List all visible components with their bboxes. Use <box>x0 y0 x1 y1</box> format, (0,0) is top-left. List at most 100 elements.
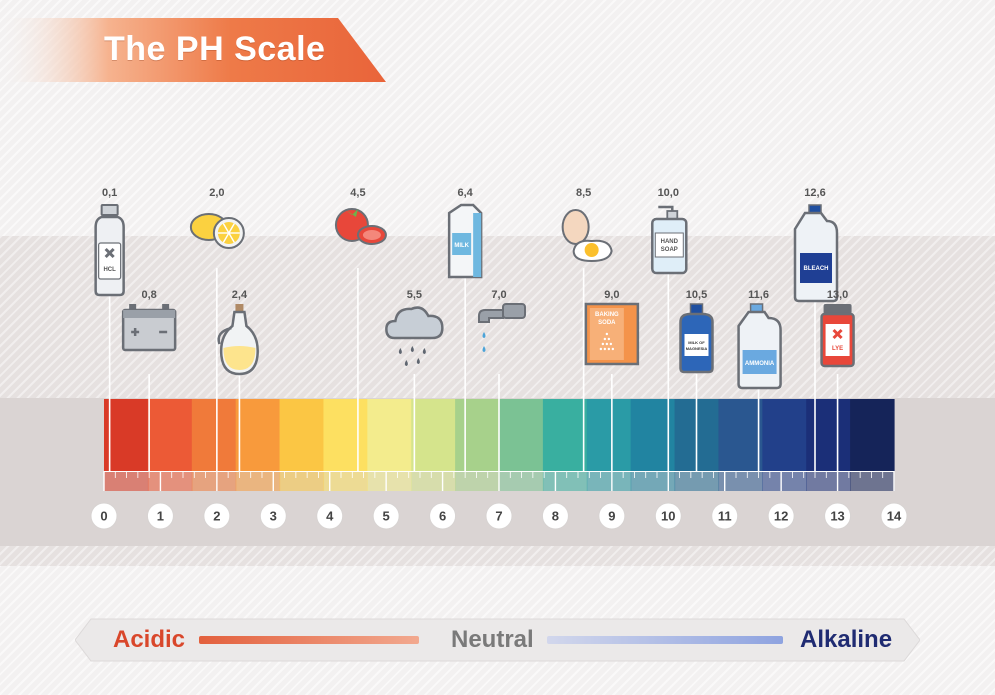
svg-text:MILK OF: MILK OF <box>688 340 705 345</box>
ruler-segment <box>455 471 500 491</box>
tick-label-8: 8 <box>541 502 569 530</box>
tomato-icon <box>334 208 387 245</box>
car-battery-icon <box>121 304 177 352</box>
bar-segment <box>411 399 456 471</box>
ruler-segment <box>411 471 456 491</box>
tick-label-5: 5 <box>372 502 400 530</box>
bar-segment <box>191 399 237 471</box>
tick-label-0: 0 <box>90 502 118 530</box>
ruler-segment <box>279 471 325 491</box>
tick-label-2: 2 <box>203 502 231 530</box>
tick-label-14: 14 <box>880 502 908 530</box>
bar-segment <box>455 399 500 471</box>
tick-label-text: 0 <box>100 509 107 524</box>
svg-text:MILK: MILK <box>454 243 469 249</box>
tick-label-7: 7 <box>485 502 513 530</box>
tick-label-text: 13 <box>830 509 844 524</box>
tick-label-4: 4 <box>316 502 344 530</box>
ph-value-label: 7,0 <box>491 289 506 301</box>
svg-text:AMMONIA: AMMONIA <box>745 361 775 367</box>
svg-text:SODA: SODA <box>598 320 616 326</box>
legend-arrow-bar <box>75 618 920 662</box>
bar-segment <box>367 399 412 471</box>
ph-value-label: 4,5 <box>350 187 365 199</box>
tick-label-text: 8 <box>552 509 559 524</box>
tick-label-text: 6 <box>439 509 446 524</box>
bar-segment <box>235 399 281 471</box>
ruler-segment <box>235 471 281 491</box>
ph-value-label: 13,0 <box>827 289 848 301</box>
tick-label-9: 9 <box>598 502 626 530</box>
vinegar-jar-icon <box>217 304 259 376</box>
svg-text:BLEACH: BLEACH <box>804 266 829 272</box>
tick-label-text: 7 <box>495 509 502 524</box>
ruler-segment <box>191 471 237 491</box>
bar-segment <box>147 399 193 471</box>
ruler-segment <box>806 471 851 491</box>
hcl-bottle-icon: HCL <box>94 204 125 297</box>
tick-label-10: 10 <box>654 502 682 530</box>
legend-alkaline-label: Alkaline <box>800 626 893 653</box>
ruler-segment <box>850 471 895 491</box>
tick-label-text: 2 <box>213 509 220 524</box>
svg-text:LYE: LYE <box>832 346 843 352</box>
ph-value-label: 12,6 <box>804 187 825 199</box>
acidity-legend: Acidic Neutral Alkaline <box>75 617 920 663</box>
ph-value-label: 6,4 <box>457 187 473 199</box>
rain-cloud-icon <box>385 306 444 366</box>
ruler-segment <box>323 471 368 491</box>
ruler-segment <box>147 471 193 491</box>
ph-value-label: 0,8 <box>141 289 156 301</box>
ph-value-label: 2,4 <box>232 289 248 301</box>
svg-text:SOAP: SOAP <box>661 247 678 253</box>
tick-label-3: 3 <box>259 502 287 530</box>
bar-segment <box>323 399 368 471</box>
ph-ruler <box>103 471 895 491</box>
milk-carton-icon: MILK <box>447 203 483 279</box>
ruler-segment <box>674 471 720 491</box>
tick-label-text: 12 <box>774 509 788 524</box>
legend-neutral-label: Neutral <box>451 626 534 653</box>
baking-soda-box-icon: BAKING SODA <box>584 302 640 366</box>
egg-icon <box>561 209 613 263</box>
hand-soap-icon: HAND SOAP <box>651 205 688 275</box>
connector-lines <box>108 268 839 471</box>
bleach-jug-icon: BLEACH <box>793 204 839 303</box>
tick-label-text: 1 <box>157 509 164 524</box>
ruler-segment <box>630 471 676 491</box>
ph-value-label: 5,5 <box>407 289 422 301</box>
tick-label-12: 12 <box>767 502 795 530</box>
legend-acidic-gradient <box>199 636 419 644</box>
ruler-segment <box>542 471 588 491</box>
bar-segment <box>806 399 851 471</box>
title-banner <box>0 18 386 82</box>
ruler-segment <box>762 471 807 491</box>
tick-label-text: 9 <box>608 509 615 524</box>
tick-label-text: 3 <box>270 509 277 524</box>
tick-label-text: 14 <box>887 509 902 524</box>
svg-text:BAKING: BAKING <box>595 312 619 318</box>
bar-segment <box>542 399 588 471</box>
ph-value-label: 8,5 <box>576 187 591 199</box>
bar-segment <box>718 399 763 471</box>
ph-value-label: 10,0 <box>658 187 679 199</box>
ph-value-label: 2,0 <box>209 187 224 199</box>
ammonia-jug-icon: AMMONIA <box>737 303 782 390</box>
ph-value-label: 10,5 <box>686 289 707 301</box>
ruler-segment <box>586 471 632 491</box>
substance-icons: 0,1HCL0,82,02,44,55,56,4MILK7,08,59,0BAK… <box>94 187 855 390</box>
tick-label-text: 5 <box>383 509 390 524</box>
tick-label-text: 11 <box>718 509 732 524</box>
tick-label-1: 1 <box>146 502 174 530</box>
bar-segment <box>279 399 325 471</box>
ph-value-label: 9,0 <box>604 289 619 301</box>
ph-value-label: 11,6 <box>748 289 769 301</box>
tick-labels: 0 1 2 3 4 5 6 7 8 9 10 11 12 13 14 <box>90 502 908 530</box>
legend-acidic-label: Acidic <box>113 626 186 653</box>
bar-segment <box>762 399 807 471</box>
ruler-segment <box>718 471 763 491</box>
tick-label-6: 6 <box>429 502 457 530</box>
ph-value-label: 0,1 <box>102 187 117 199</box>
